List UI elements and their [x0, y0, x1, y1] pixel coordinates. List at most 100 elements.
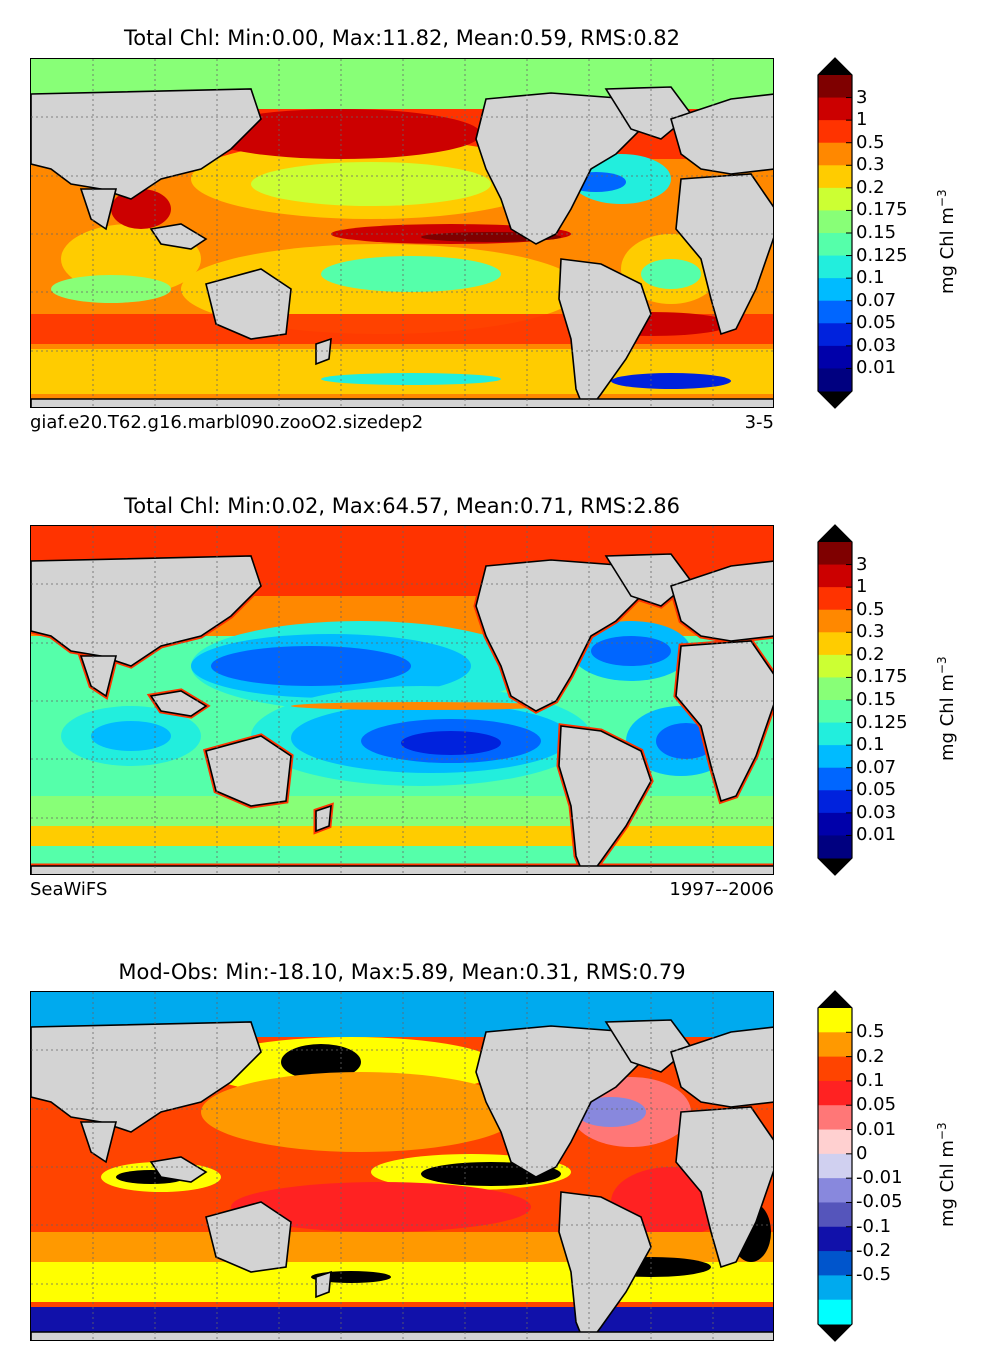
colorbar-segment	[818, 1153, 852, 1179]
colorbar-segment	[818, 1202, 852, 1228]
colorbar-segment	[818, 1299, 852, 1325]
chlorophyll-map-seawifs	[30, 525, 774, 875]
colorbar-segment	[818, 233, 852, 257]
panel-title: Mod-Obs: Min:-18.10, Max:5.89, Mean:0.31…	[118, 960, 686, 984]
colorbar-tick-label: 0.15	[856, 689, 897, 710]
colorbar-segment	[818, 187, 852, 211]
colorbar-segment	[818, 345, 852, 369]
colorbar-tick-label: 1	[856, 109, 868, 131]
colorbar-tick-label: 0.3	[856, 621, 885, 643]
colorbar-segment	[818, 564, 852, 588]
colorbar-segment	[818, 1080, 852, 1106]
colorbar-tick-label: 0	[856, 1142, 868, 1164]
colorbar-extend-max	[818, 58, 852, 75]
colorbar-unit: mg Chl m−3	[935, 1122, 958, 1227]
colorbar-segment	[818, 609, 852, 633]
colorbar-segment	[818, 1105, 852, 1131]
colorbar-segment	[818, 323, 852, 347]
colorbar-segment	[818, 835, 852, 859]
colorbar-segment	[818, 542, 852, 566]
footer-dataset: SeaWiFS	[30, 879, 108, 900]
colorbar-tick-label: 0.05	[856, 779, 897, 801]
colorbar-segment	[818, 165, 852, 189]
colorbar-segment	[818, 700, 852, 724]
colorbar-extend-min	[818, 391, 852, 408]
colorbar-segment	[818, 722, 852, 746]
colorbar-tick-label: 0.1	[856, 267, 885, 289]
colorbar-tick-label: 3	[856, 86, 868, 108]
chlorophyll-map-model	[30, 58, 774, 408]
colorbar-segment	[818, 1008, 852, 1033]
colorbar-tick-label: 0.01	[856, 1118, 897, 1140]
colorbar-tick-label: 0.07	[856, 756, 897, 778]
colorbar-segment	[818, 812, 852, 836]
colorbar-tick-label: 0.125	[856, 244, 908, 266]
colorbar-tick-label: 3	[856, 553, 868, 575]
colorbar-tick-label: 0.2	[856, 176, 885, 198]
colorbar-outline	[817, 990, 853, 1342]
colorbar-segment	[818, 1226, 852, 1252]
panel-title: Total Chl: Min:0.02, Max:64.57, Mean:0.7…	[124, 494, 680, 518]
colorbar-tick-label: 0.2	[856, 643, 885, 665]
colorbar-tick-label: 0.01	[856, 824, 897, 846]
colorbar-segment	[818, 300, 852, 324]
colorbar-extend-max	[818, 525, 852, 542]
colorbar-tick-label: 0.1	[856, 734, 885, 756]
colorbar-difference	[817, 990, 853, 1342]
colorbar-tick-label: 0.07	[856, 289, 897, 311]
colorbar-segment	[818, 1032, 852, 1058]
footer-period: 3-5	[744, 412, 774, 433]
colorbar-tick-label: -0.5	[856, 1264, 892, 1286]
footer-period: 1997--2006	[669, 879, 774, 900]
colorbar-segment	[818, 1275, 852, 1301]
colorbar-tick-label: -0.05	[856, 1191, 903, 1213]
colorbar-tick-label: 0.05	[856, 1094, 897, 1116]
colorbar-tick-label: 0.5	[856, 1021, 885, 1043]
colorbar-tick-label: -0.2	[856, 1240, 892, 1262]
colorbar-segment	[818, 677, 852, 701]
colorbar-tick-label: 0.05	[856, 312, 897, 334]
panel-title: Total Chl: Min:0.00, Max:11.82, Mean:0.5…	[124, 26, 680, 50]
colorbar-segment	[818, 278, 852, 302]
colorbar-unit: mg Chl m−3	[935, 656, 958, 761]
colorbar-observation	[817, 524, 853, 876]
colorbar-tick-label: 0.15	[856, 222, 897, 243]
colorbar-outline	[817, 57, 853, 409]
footer-run-name: giaf.e20.T62.g16.marbl090.zooO2.sizedep2	[30, 412, 424, 433]
colorbar-segment	[818, 368, 852, 392]
colorbar-model	[817, 57, 853, 409]
colorbar-segment	[818, 120, 852, 144]
colorbar-tick-label: 0.5	[856, 598, 885, 620]
colorbar-segment	[818, 632, 852, 656]
colorbar-tick-label: 0.03	[856, 334, 897, 356]
chlorophyll-map-difference	[30, 991, 774, 1341]
colorbar-segment	[818, 587, 852, 611]
colorbar-extend-min	[818, 858, 852, 875]
colorbar-extend-max	[818, 991, 852, 1008]
colorbar-segment	[818, 1056, 852, 1082]
colorbar-segment	[818, 790, 852, 814]
colorbar-tick-label: 0.175	[856, 666, 908, 688]
colorbar-tick-label: 1	[856, 576, 868, 598]
colorbar-segment	[818, 75, 852, 99]
colorbar-segment	[818, 1251, 852, 1276]
colorbar-tick-label: 0.01	[856, 357, 897, 379]
colorbar-segment	[818, 1129, 852, 1155]
colorbar-tick-label: 0.2	[856, 1045, 885, 1067]
colorbar-segment	[818, 1178, 852, 1203]
colorbar-tick-label: 0.5	[856, 131, 885, 153]
colorbar-segment	[818, 255, 852, 279]
colorbar-tick-label: 0.03	[856, 801, 897, 823]
colorbar-tick-label: 0.175	[856, 199, 908, 221]
colorbar-segment	[818, 654, 852, 678]
colorbar-tick-label: 0.125	[856, 711, 908, 733]
colorbar-outline	[817, 524, 853, 876]
colorbar-tick-label: 0.1	[856, 1069, 885, 1091]
colorbar-extend-min	[818, 1324, 852, 1341]
colorbar-segment	[818, 745, 852, 769]
colorbar-segment	[818, 210, 852, 234]
colorbar-segment	[818, 142, 852, 166]
colorbar-unit: mg Chl m−3	[935, 189, 958, 294]
colorbar-tick-label: -0.1	[856, 1215, 892, 1237]
colorbar-segment	[818, 767, 852, 791]
